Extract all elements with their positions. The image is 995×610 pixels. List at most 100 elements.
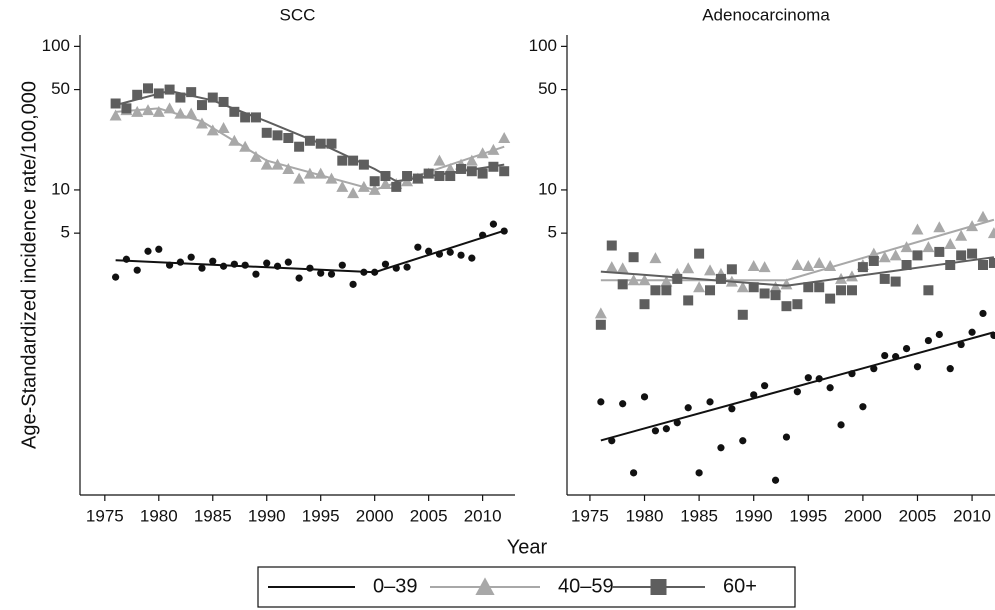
data-point: [802, 260, 815, 272]
data-point: [977, 260, 988, 270]
legend-label: 60+: [723, 575, 757, 597]
data-point: [750, 391, 758, 399]
data-point: [445, 171, 456, 182]
data-point: [630, 469, 638, 477]
data-point: [240, 112, 251, 123]
data-point: [901, 260, 912, 270]
data-point: [131, 105, 144, 117]
data-point: [791, 259, 804, 270]
data-point: [272, 130, 283, 141]
data-point: [403, 263, 411, 271]
data-point: [499, 166, 510, 177]
data-point: [837, 421, 845, 429]
data-point: [133, 266, 141, 274]
data-point: [326, 138, 337, 149]
data-point: [889, 249, 902, 261]
data-point: [640, 393, 649, 401]
data-point: [152, 105, 165, 117]
data-point: [338, 261, 346, 269]
data-point: [857, 262, 868, 273]
data-point: [946, 365, 954, 373]
data-point: [792, 299, 803, 310]
panel-title: Adenocarcinoma: [702, 5, 830, 24]
y-axis-label: Age-Standardized incidence rate/100,000: [18, 81, 40, 449]
x-tick-label: 1980: [140, 506, 178, 525]
data-point: [771, 476, 780, 484]
data-point: [780, 278, 793, 290]
data-point: [619, 400, 627, 408]
data-point: [693, 281, 706, 293]
data-point: [349, 280, 357, 288]
panel-title: SCC: [280, 5, 316, 24]
data-point: [955, 229, 968, 241]
data-point: [218, 96, 229, 107]
data-point: [423, 168, 434, 179]
legend-marker: [475, 577, 495, 595]
data-point: [402, 171, 413, 182]
data-point: [736, 281, 749, 293]
data-point: [132, 89, 143, 100]
data-point: [739, 437, 747, 445]
data-point: [295, 274, 303, 282]
data-point: [595, 319, 606, 330]
legend-box: [257, 566, 796, 608]
data-point: [260, 158, 273, 170]
data-point: [661, 285, 672, 296]
data-point: [187, 253, 195, 261]
data-point: [434, 171, 445, 182]
data-point: [348, 155, 359, 166]
data-point: [694, 248, 705, 259]
legend-label: 40–59: [558, 575, 614, 597]
data-point: [868, 255, 879, 266]
data-point: [294, 141, 305, 152]
data-point: [304, 135, 315, 146]
data-point: [616, 262, 629, 274]
data-point: [967, 248, 978, 259]
data-point: [468, 254, 476, 262]
x-tick-label: 2000: [844, 506, 882, 525]
data-point: [477, 168, 488, 179]
data-point: [347, 187, 360, 199]
data-point: [414, 243, 422, 251]
y-tick-label: 10: [538, 179, 557, 198]
data-point: [606, 240, 617, 251]
x-tick-label: 1990: [248, 506, 286, 525]
data-point: [826, 384, 834, 392]
data-point: [683, 295, 694, 306]
data-point: [425, 247, 433, 255]
data-point: [121, 103, 132, 114]
data-point: [737, 309, 748, 320]
x-tick-label: 2010: [464, 506, 502, 525]
y-tick-label: 50: [538, 79, 557, 98]
data-point: [933, 221, 946, 233]
data-point: [781, 301, 792, 312]
data-point: [934, 246, 945, 257]
x-tick-label: 1985: [680, 506, 718, 525]
data-point: [706, 398, 714, 406]
data-point: [261, 127, 272, 138]
data-point: [717, 444, 725, 452]
data-point: [682, 262, 695, 274]
data-point: [196, 100, 207, 111]
data-point: [846, 285, 857, 296]
data-point: [761, 382, 769, 390]
data-point: [902, 344, 911, 353]
data-point: [206, 124, 219, 136]
data-point: [594, 307, 607, 319]
x-tick-label: 1995: [302, 506, 340, 525]
data-point: [457, 251, 465, 259]
data-point: [705, 285, 716, 296]
data-point: [282, 162, 295, 174]
y-tick-label: 100: [42, 36, 70, 55]
data-point: [144, 247, 152, 255]
data-point: [924, 336, 932, 345]
data-point: [770, 290, 781, 301]
data-point: [498, 132, 511, 144]
data-point: [433, 154, 446, 166]
data-point: [859, 403, 867, 411]
data-point: [956, 250, 967, 261]
data-point: [890, 276, 901, 287]
data-point: [935, 330, 943, 339]
data-point: [945, 260, 956, 270]
data-point: [782, 433, 791, 441]
